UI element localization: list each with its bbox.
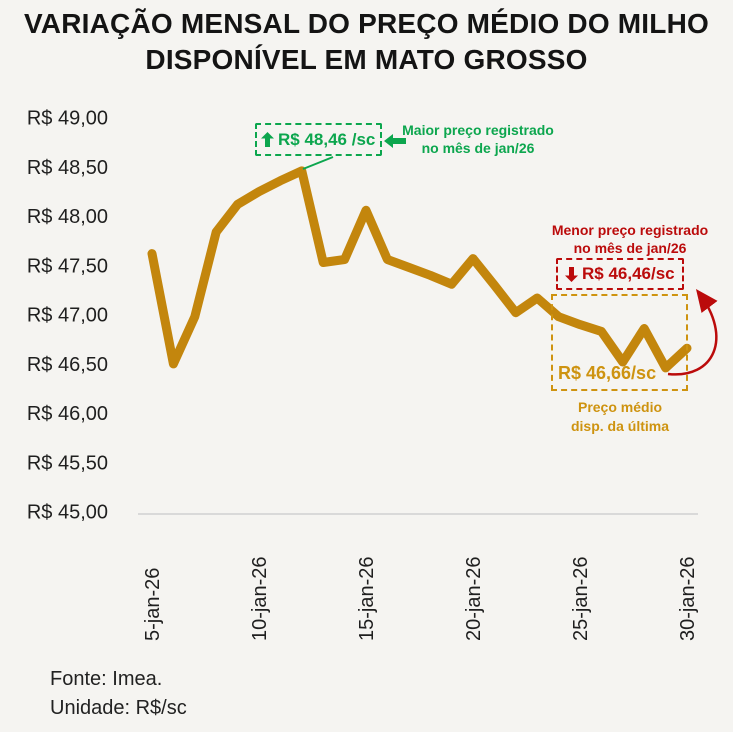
- min-price-value: R$ 46,46/sc: [582, 264, 675, 283]
- y-axis-tick-labels: R$ 49,00 R$ 48,50 R$ 48,00 R$ 47,50 R$ 47,00…: [27, 108, 108, 524]
- y-axis-tick-label: R$ 49,00: [27, 108, 108, 130]
- price-line-series: [147, 166, 692, 373]
- x-axis-tick-labels: 5-jan-26 10-jan-26 15-jan-26 20-jan-26 25-ja…: [142, 556, 699, 641]
- x-axis-tick-label: 10-jan-26: [249, 556, 271, 641]
- page-title-line1: VARIAÇÃO MENSAL DO PREÇO MÉDIO DO MILHO: [23, 8, 709, 39]
- x-axis-tick-label: 15-jan-26: [356, 556, 378, 641]
- max-price-value: R$ 48,46 /sc: [278, 129, 376, 149]
- chart-footer: Fonte: Imea. Unidade: R$/sc: [50, 665, 187, 723]
- footer-source: Fonte: Imea.: [50, 668, 163, 690]
- y-axis-tick-label: R$ 48,00: [27, 206, 108, 228]
- max-price-badge: R$ 48,46 /sc: [255, 123, 382, 156]
- min-price-note: Menor preço registrado no mês de jan/26: [550, 221, 710, 257]
- down-arrow-icon: [565, 267, 578, 282]
- y-axis-tick-label: R$ 48,50: [27, 157, 108, 179]
- min-note-line2: no mês de jan/26: [573, 240, 687, 256]
- x-axis-tick-label: 5-jan-26: [142, 568, 164, 641]
- y-axis-tick-label: R$ 45,50: [27, 452, 108, 474]
- y-axis-tick-label: R$ 47,00: [27, 305, 108, 327]
- last-caption-line2: disp. da última: [570, 418, 669, 434]
- up-arrow-icon: [261, 131, 274, 147]
- page-title-line2: DISPONÍVEL EM MATO GROSSO: [145, 44, 588, 75]
- curved-arrow-icon: [667, 289, 718, 376]
- y-axis-tick-label: R$ 45,00: [27, 502, 108, 524]
- max-price-note: Maior preço registrado no mês de jan/26: [400, 121, 556, 157]
- last-caption-line1: Preço médio: [577, 399, 663, 415]
- y-axis-tick-label: R$ 47,50: [27, 255, 108, 277]
- max-note-line2: no mês de jan/26: [421, 140, 535, 156]
- y-axis-tick-label: R$ 46,50: [27, 354, 108, 376]
- page-title: VARIAÇÃO MENSAL DO PREÇO MÉDIO DO MILHO …: [0, 6, 733, 78]
- y-axis-tick-label: R$ 46,00: [27, 403, 108, 425]
- min-price-badge: R$ 46,46/sc: [556, 258, 684, 290]
- footer-unit: Unidade: R$/sc: [50, 697, 187, 719]
- min-note-line1: Menor preço registrado: [551, 222, 709, 238]
- max-note-line1: Maior preço registrado: [402, 122, 554, 138]
- x-axis-tick-label: 30-jan-26: [677, 556, 699, 641]
- left-arrow-icon: [384, 134, 406, 148]
- max-annotation-connector: [302, 156, 334, 170]
- x-axis-tick-label: 20-jan-26: [463, 556, 485, 641]
- last-price-caption: Preço médio disp. da última: [550, 398, 690, 436]
- last-price-value: R$ 46,66/sc: [558, 363, 657, 383]
- last-price-highlight-box: R$ 46,66/sc: [551, 294, 688, 391]
- x-axis-tick-label: 25-jan-26: [570, 556, 592, 641]
